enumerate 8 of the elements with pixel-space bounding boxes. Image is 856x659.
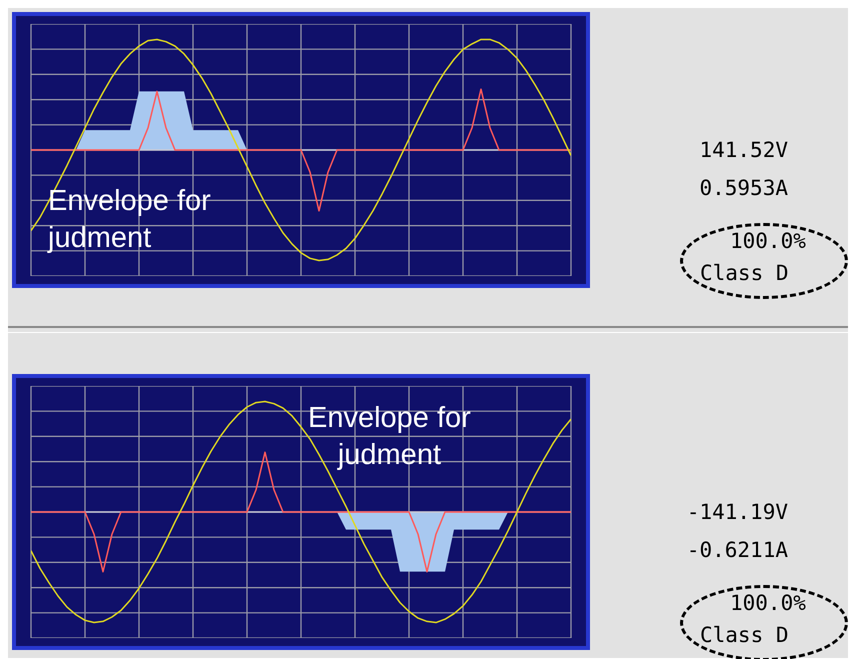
text: Class D xyxy=(700,261,789,285)
text: -141.19V xyxy=(686,500,789,526)
text: 141.52V xyxy=(698,138,789,164)
text: 100.0% xyxy=(730,591,806,615)
text: 100.0% xyxy=(730,229,806,253)
text: -0.6211A xyxy=(686,538,789,564)
text: 0.5953A xyxy=(698,176,789,202)
text: Class D xyxy=(700,623,789,647)
